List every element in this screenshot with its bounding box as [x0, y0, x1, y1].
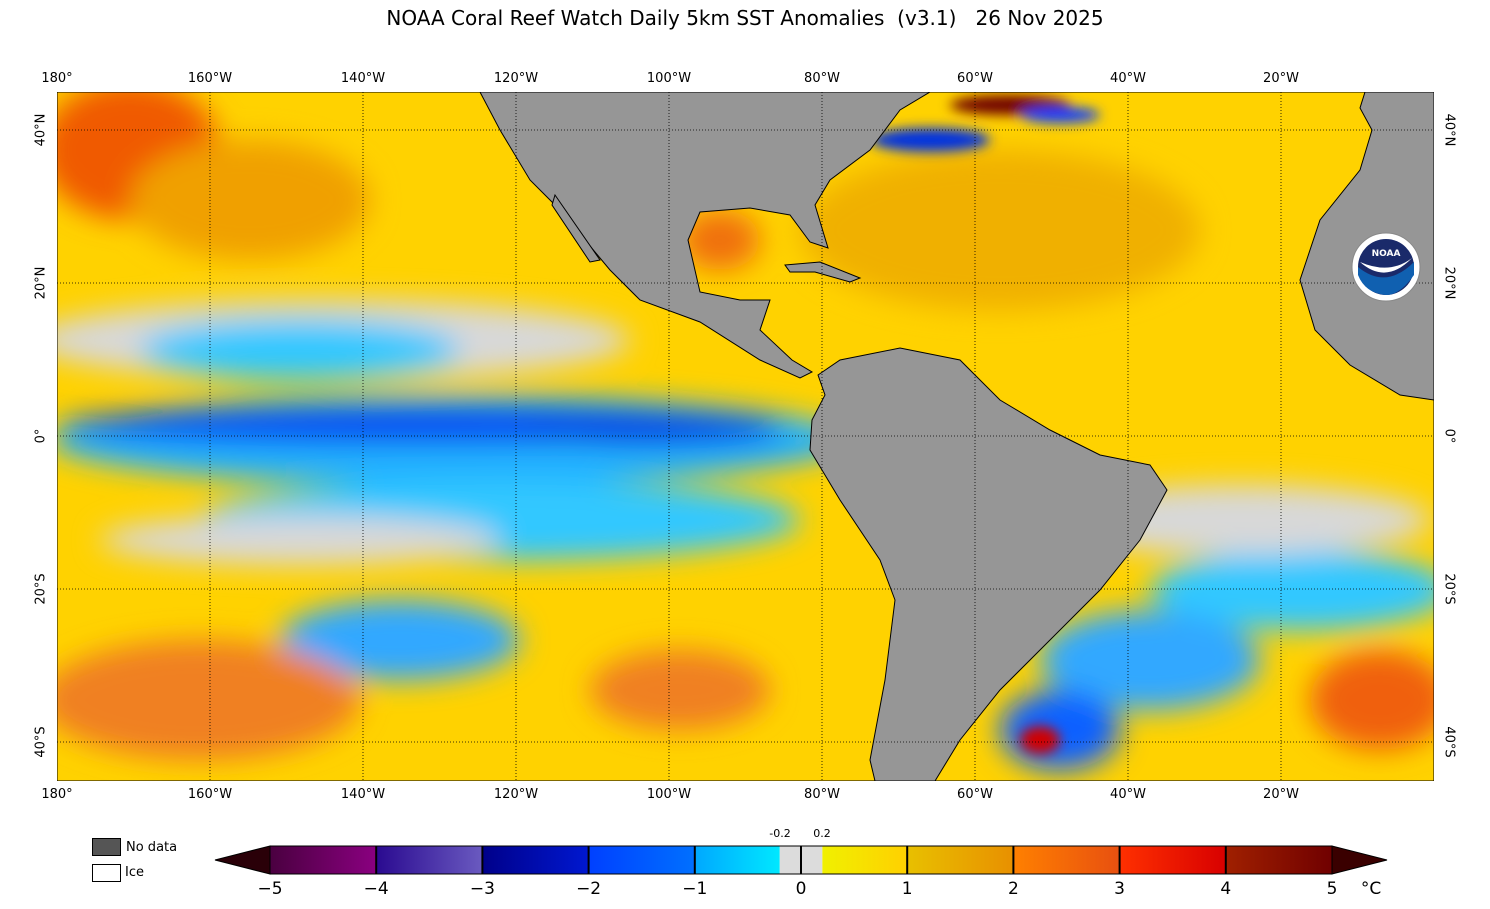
colorbar-max-arrow: [1331, 845, 1388, 875]
colorbar-segment: [822, 846, 908, 874]
lon-label-bottom: 80°W: [804, 787, 840, 802]
colorbar-tick-label: 0: [795, 879, 807, 899]
lat-label-left: 40°S: [33, 726, 49, 758]
colorbar-tick-label: −5: [257, 879, 283, 899]
anomaly-field: [57, 92, 1434, 770]
colorbar-label-minus-0.2: -0.2: [769, 827, 791, 840]
lat-label-right: 0°: [1441, 428, 1457, 444]
colorbar-tick-label: −4: [363, 879, 389, 899]
colorbar-segment: [694, 846, 780, 874]
no-data-swatch: [92, 838, 121, 856]
lon-label-top: 180°: [41, 71, 73, 86]
lat-label-right: 20°N: [1441, 266, 1457, 300]
lat-label-left: 0°: [33, 428, 49, 444]
gulf-stream-field: [870, 95, 1100, 754]
lon-label-bottom: 120°W: [493, 787, 539, 802]
noaa-logo-text: NOAA: [1372, 249, 1401, 259]
lon-label-bottom: 20°W: [1263, 787, 1299, 802]
lon-label-bottom: 160°W: [187, 787, 233, 802]
no-data-label: No data: [126, 840, 178, 855]
lat-label-left: 40°N: [33, 113, 49, 147]
lat-label-right: 40°S: [1441, 726, 1457, 758]
colorbar-tick-label: 4: [1220, 879, 1232, 899]
lon-label-bottom: 140°W: [340, 787, 386, 802]
colorbar-segment: [376, 846, 483, 874]
lat-label-left: 20°N: [33, 266, 49, 300]
colorbar-segment: [482, 846, 589, 874]
lat-label-right: 20°S: [1441, 573, 1457, 605]
lon-label-top: 40°W: [1110, 71, 1146, 86]
lon-label-top: 160°W: [187, 71, 233, 86]
noaa-logo: NOAA: [1351, 232, 1421, 302]
colorbar-tick-label: −1: [682, 879, 708, 899]
ice-label: Ice: [125, 865, 144, 880]
land-cuba: [784, 261, 862, 283]
colorbar-segment: [1225, 846, 1332, 874]
colorbar-min-arrow: [214, 845, 271, 875]
colorbar-tick-label: −2: [576, 879, 602, 899]
land-south-america: [809, 347, 1168, 781]
colorbar-unit: °C: [1360, 879, 1382, 899]
lon-label-bottom: 60°W: [957, 787, 993, 802]
colorbar-label-plus-0.2: 0.2: [813, 827, 831, 840]
sst-anomaly-map: NOAA: [57, 92, 1434, 781]
colorbar-segment: [588, 846, 695, 874]
ice-swatch: [92, 864, 121, 882]
lon-label-top: 80°W: [804, 71, 840, 86]
colorbar-tick-label: 3: [1114, 879, 1126, 899]
map-title: NOAA Coral Reef Watch Daily 5km SST Anom…: [386, 6, 1104, 30]
lon-label-bottom: 40°W: [1110, 787, 1146, 802]
colorbar-segment: [907, 846, 1014, 874]
lon-label-top: 140°W: [340, 71, 386, 86]
land-baja: [551, 193, 601, 263]
colorbar-tick-label: 5: [1326, 879, 1338, 899]
land-north-america: [479, 92, 931, 379]
colorbar-segment: [270, 846, 377, 874]
colorbar-segment: [1119, 846, 1226, 874]
colorbar-tick-label: 1: [901, 879, 913, 899]
lon-label-top: 100°W: [646, 71, 692, 86]
colorbar-segment: [1013, 846, 1120, 874]
lon-label-top: 60°W: [957, 71, 993, 86]
colorbar: [214, 845, 1388, 875]
colorbar-tick-label: −3: [469, 879, 495, 899]
lon-label-top: 120°W: [493, 71, 539, 86]
lon-label-bottom: 180°: [41, 787, 73, 802]
lat-label-left: 20°S: [33, 573, 49, 605]
lat-label-right: 40°N: [1441, 113, 1457, 147]
lon-label-top: 20°W: [1263, 71, 1299, 86]
colorbar-tick-label: 2: [1007, 879, 1019, 899]
graticule: [57, 92, 1434, 781]
lon-label-bottom: 100°W: [646, 787, 692, 802]
